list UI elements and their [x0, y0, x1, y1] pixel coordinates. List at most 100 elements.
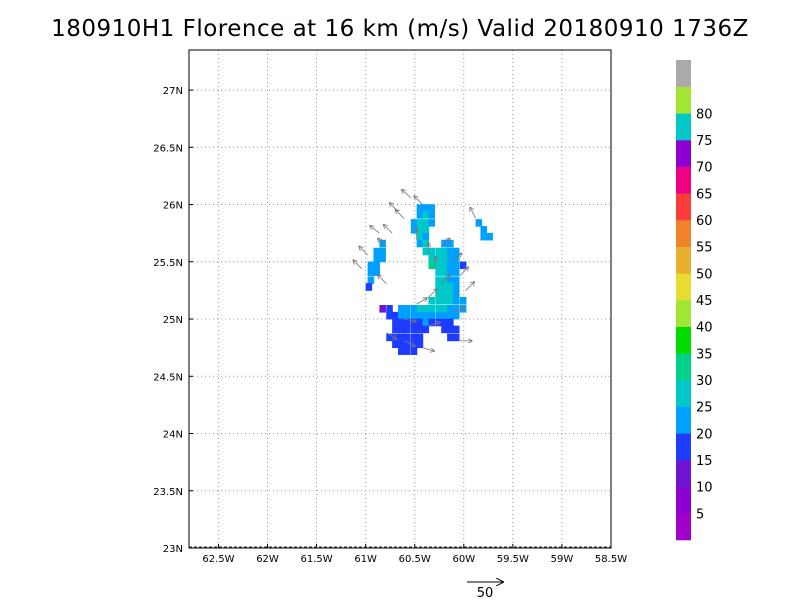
wind-speed-cell: [459, 296, 467, 305]
wind-vector: [459, 267, 468, 276]
wind-speed-cell: [447, 333, 454, 342]
wind-speed-cell: [441, 290, 448, 298]
colorbar-segment: [676, 433, 691, 461]
wind-speed-cell: [447, 261, 454, 270]
wind-speed-cell: [398, 340, 405, 349]
wind-speed-cell: [410, 318, 418, 327]
wind-speed-cell: [392, 333, 399, 342]
wind-speed-cell: [435, 268, 442, 276]
wind-speed-cell: [428, 318, 435, 327]
lon-tick-label: 60W: [452, 554, 475, 565]
wind-vector: [428, 322, 439, 327]
wind-speed-cell: [459, 261, 467, 270]
wind-speed-cell: [435, 296, 442, 305]
colorbar-segment: [676, 193, 691, 221]
wind-speed-cell: [403, 305, 411, 313]
wind-speed-cell: [416, 211, 424, 219]
wind-speed-cell: [416, 204, 424, 212]
wind-vector: [395, 210, 405, 219]
wind-speed-cell: [392, 340, 399, 349]
colorbar-segment: [676, 220, 691, 247]
lat-tick-label: 26.5N: [153, 143, 183, 154]
wind-speed-cell: [428, 305, 435, 313]
wind-speed-cell: [452, 261, 460, 270]
lon-tick-label: 62.5W: [202, 554, 234, 565]
wind-vector: [384, 225, 393, 234]
wind-speed-cell: [441, 318, 448, 327]
wind-speed-cells: [365, 204, 493, 355]
wind-speed-cell: [435, 254, 442, 263]
wind-speed-cell: [403, 333, 411, 342]
wind-speed-cell: [367, 261, 375, 270]
wind-vector: [428, 289, 436, 298]
wind-speed-cell: [441, 305, 448, 313]
wind-speed-cell: [403, 340, 411, 349]
colorbar-segment: [676, 326, 691, 354]
wind-speed-cell: [416, 239, 424, 248]
wind-speed-cell: [441, 296, 448, 305]
wind-vectors: [353, 190, 476, 351]
wind-vector: [440, 275, 449, 284]
wind-speed-cell: [452, 268, 460, 276]
wind-speed-cell: [416, 232, 424, 241]
lat-tick-label: 24N: [163, 430, 183, 441]
wind-speed-cell: [452, 283, 460, 291]
lat-tick-label: 23N: [163, 544, 183, 555]
wind-speed-cell: [379, 254, 386, 263]
wind-speed-cell: [410, 219, 418, 227]
wind-vector: [470, 208, 476, 219]
wind-speed-cell: [416, 226, 424, 234]
wind-speed-cell: [422, 311, 430, 320]
wind-speed-cell: [379, 247, 386, 256]
wind-speed-cell: [441, 311, 448, 320]
map-grid: [189, 50, 612, 549]
wind-speed-cell: [441, 247, 448, 256]
colorbar-segment: [676, 460, 691, 487]
colorbar-label: 45: [696, 294, 713, 309]
lon-tick-label: 58.5W: [595, 554, 627, 565]
lon-tick-labels: 62.5W 62W 61.5W 61W 60.5W 60W 59.5W 59W 58.5W: [202, 554, 627, 565]
wind-speed-cell: [428, 296, 435, 305]
lat-tick-label: 25N: [163, 315, 183, 326]
wind-vector: [416, 298, 427, 305]
colorbar-label: 70: [696, 161, 713, 176]
wind-speed-cell: [447, 276, 454, 284]
wind-speed-cell: [422, 305, 430, 313]
wind-speed-cell: [441, 325, 448, 334]
wind-vector: [403, 319, 416, 321]
wind-speed-cell: [447, 247, 454, 256]
wind-vector: [370, 226, 380, 234]
wind-speed-cell: [416, 333, 424, 342]
wind-speed-cell: [416, 305, 424, 313]
wind-speed-cell: [452, 247, 460, 256]
lat-tick-label: 24.5N: [153, 372, 183, 383]
wind-speed-cell: [428, 254, 435, 263]
wind-speed-cell: [422, 318, 430, 327]
wind-speed-cell: [452, 296, 460, 305]
wind-speed-cell: [403, 325, 411, 334]
wind-vector: [403, 340, 415, 346]
wind-speed-cell: [435, 247, 442, 256]
wind-speed-cell: [480, 226, 488, 234]
wind-vector: [402, 190, 412, 198]
wind-speed-cell: [452, 305, 460, 313]
wind-speed-cell: [452, 325, 460, 334]
wind-vector: [353, 260, 363, 269]
colorbar-label: 40: [696, 321, 713, 336]
plot-frame: [188, 49, 612, 549]
lon-tick-label: 62W: [256, 554, 279, 565]
wind-speed-cell: [428, 219, 435, 227]
wind-speed-cell: [435, 261, 442, 270]
wind-speed-cell: [447, 254, 454, 263]
wind-speed-cell: [435, 283, 442, 291]
colorbar-label: 60: [696, 214, 713, 229]
wind-vector: [414, 196, 423, 205]
wind-speed-cell: [379, 305, 386, 313]
wind-speed-cell: [392, 318, 399, 327]
reference-vector: 50: [467, 582, 503, 600]
wind-speed-cell: [447, 305, 454, 313]
colorbar-label: 25: [696, 401, 713, 416]
reference-vector-label: 50: [477, 586, 494, 600]
wind-speed-cell: [386, 311, 393, 320]
